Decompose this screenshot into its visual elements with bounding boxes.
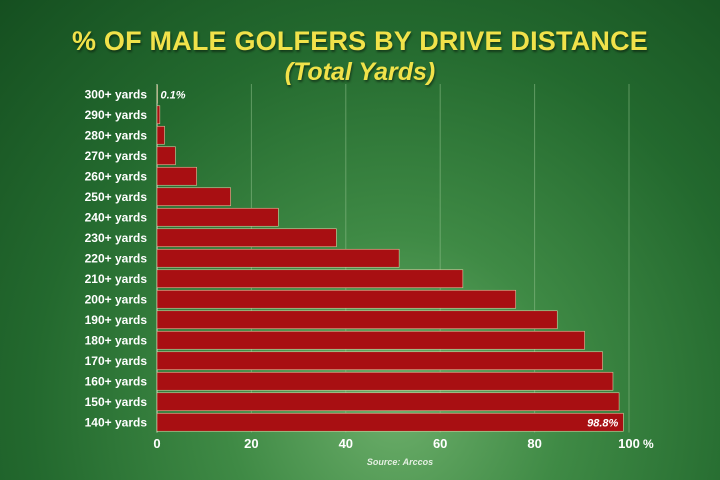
chart-title: % OF MALE GOLFERS BY DRIVE DISTANCE: [71, 26, 649, 56]
chart-subtitle: (Total Yards): [284, 58, 436, 86]
category-label: 230+ yards: [85, 231, 148, 245]
category-label: 160+ yards: [85, 374, 148, 388]
bar: [156, 166, 197, 186]
bar: [156, 207, 279, 227]
category-label: 290+ yards: [85, 108, 148, 122]
x-tick-label: 80: [527, 436, 541, 451]
bar: [156, 330, 585, 350]
category-label: 250+ yards: [85, 190, 148, 204]
category-label: 220+ yards: [85, 251, 148, 265]
category-label: 140+ yards: [85, 415, 148, 429]
bar: [156, 371, 614, 391]
bar: [156, 248, 400, 268]
category-label: 210+ yards: [85, 272, 148, 286]
bar: [156, 228, 337, 248]
category-label: 200+ yards: [85, 292, 148, 306]
category-label: 270+ yards: [85, 149, 148, 163]
category-label: 280+ yards: [85, 128, 148, 142]
bar: [156, 412, 624, 432]
bar: [156, 310, 558, 330]
bar: [156, 269, 464, 289]
bar: [156, 289, 517, 309]
bar: [156, 84, 158, 104]
category-label: 190+ yards: [85, 313, 148, 327]
bar: [156, 146, 176, 166]
x-tick-label: 60: [433, 436, 447, 451]
x-tick-label: 0: [153, 436, 160, 451]
bar: [156, 125, 165, 145]
bar: [156, 105, 161, 125]
data-label: 0.1%: [160, 89, 185, 101]
x-axis-unit: %: [643, 437, 654, 451]
category-label: 240+ yards: [85, 210, 148, 224]
bar: [156, 187, 231, 207]
x-tick-label: 40: [339, 436, 353, 451]
x-tick-label: 100: [618, 436, 640, 451]
bar: [156, 392, 620, 412]
x-tick-label: 20: [244, 436, 258, 451]
source-note: Source: Arccos: [367, 457, 433, 467]
category-label: 180+ yards: [85, 333, 148, 347]
category-label: 300+ yards: [85, 87, 148, 101]
category-label: 260+ yards: [85, 169, 148, 183]
data-label: 98.8%: [587, 417, 618, 429]
category-label: 170+ yards: [85, 354, 148, 368]
bar: [156, 351, 603, 371]
category-label: 150+ yards: [85, 395, 148, 409]
